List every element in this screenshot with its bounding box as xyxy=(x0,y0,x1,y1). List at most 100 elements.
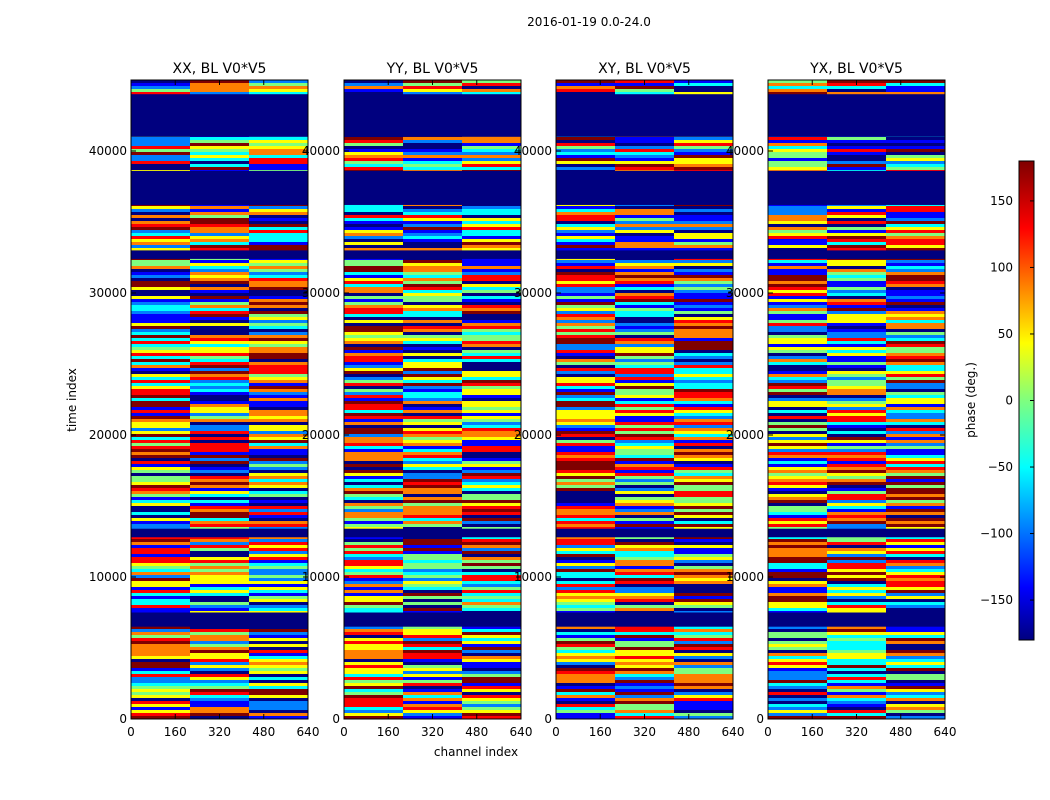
heatmap-cell xyxy=(827,467,887,471)
heatmap-cell xyxy=(556,524,616,528)
heatmap-cell xyxy=(249,155,309,159)
heatmap-cell xyxy=(462,161,522,165)
heatmap-cell xyxy=(462,467,522,471)
heatmap-cell xyxy=(827,659,887,663)
heatmap-cell xyxy=(403,626,463,630)
heatmap-cell xyxy=(249,551,309,555)
heatmap-cell xyxy=(556,707,616,711)
heatmap-cell xyxy=(768,440,828,444)
heatmap-cell xyxy=(674,455,734,459)
heatmap-cell xyxy=(886,626,946,630)
heatmap-cell xyxy=(190,644,250,648)
heatmap-cell xyxy=(249,452,309,456)
heatmap-cell xyxy=(131,629,191,633)
heatmap-cell xyxy=(556,89,616,93)
heatmap-cell xyxy=(886,683,946,687)
heatmap-cell xyxy=(886,590,946,594)
heatmap-cell xyxy=(886,494,946,498)
heatmap-cell xyxy=(886,155,946,159)
flagged-band xyxy=(556,250,733,259)
heatmap-cell xyxy=(615,710,675,714)
heatmap-cell xyxy=(462,389,522,393)
heatmap-cell xyxy=(886,503,946,507)
heatmap-cell xyxy=(190,161,250,165)
heatmap-cell xyxy=(556,365,616,369)
heatmap-cell xyxy=(556,242,616,246)
panel-xy: XY, BL V0*V50 160 320 480 640010000200003000… xyxy=(514,61,745,739)
heatmap-cell xyxy=(462,86,522,90)
heatmap-cell xyxy=(886,374,946,378)
heatmap-cell xyxy=(403,701,463,705)
heatmap-cell xyxy=(403,272,463,276)
heatmap-cell xyxy=(886,329,946,333)
heatmap-cell xyxy=(556,497,616,501)
heatmap-cell xyxy=(131,140,191,144)
heatmap-cell xyxy=(249,368,309,372)
heatmap-cell xyxy=(615,347,675,351)
heatmap-cell xyxy=(556,581,616,585)
heatmap-cell xyxy=(827,527,887,531)
heatmap-cell xyxy=(403,593,463,597)
heatmap-cell xyxy=(768,425,828,429)
heatmap-cell xyxy=(403,599,463,603)
heatmap-cell xyxy=(462,143,522,147)
heatmap-cell xyxy=(674,299,734,303)
heatmap-cell xyxy=(190,272,250,276)
heatmap-cell xyxy=(674,512,734,516)
heatmap-cell xyxy=(190,647,250,651)
heatmap-cell xyxy=(615,593,675,597)
heatmap-cell xyxy=(827,275,887,279)
heatmap-cell xyxy=(190,311,250,315)
heatmap-cell xyxy=(190,557,250,561)
heatmap-cell xyxy=(886,488,946,492)
heatmap-cell xyxy=(344,236,404,240)
heatmap-cell xyxy=(886,401,946,405)
heatmap-cell xyxy=(615,608,675,612)
heatmap-cell xyxy=(190,245,250,249)
heatmap-cell xyxy=(344,341,404,345)
heatmap-cell xyxy=(556,671,616,675)
heatmap-cell xyxy=(249,275,309,279)
heatmap-cell xyxy=(674,605,734,609)
heatmap-cell xyxy=(674,323,734,327)
heatmap-cell xyxy=(886,680,946,684)
heatmap-cell xyxy=(344,302,404,306)
heatmap-cell xyxy=(768,701,828,705)
heatmap-cell xyxy=(768,152,828,156)
colorbar-tick-label: 0 xyxy=(1005,394,1013,408)
heatmap-cell xyxy=(886,335,946,339)
heatmap-cell xyxy=(131,299,191,303)
heatmap-cell xyxy=(190,488,250,492)
heatmap-cell xyxy=(886,632,946,636)
heatmap-cell xyxy=(615,152,675,156)
heatmap-cell xyxy=(190,479,250,483)
heatmap-cell xyxy=(403,464,463,468)
heatmap-cell xyxy=(615,215,675,219)
heatmap-cell xyxy=(886,596,946,600)
heatmap-cell xyxy=(344,155,404,159)
heatmap-cell xyxy=(344,398,404,402)
heatmap-cell xyxy=(190,566,250,570)
heatmap-cell xyxy=(462,338,522,342)
heatmap-cell xyxy=(615,689,675,693)
heatmap-cell xyxy=(131,323,191,327)
heatmap-cell xyxy=(131,386,191,390)
heatmap-cell xyxy=(615,581,675,585)
heatmap-cell xyxy=(344,473,404,477)
heatmap-cell xyxy=(556,233,616,237)
heatmap-cell xyxy=(403,356,463,360)
heatmap-cell xyxy=(190,284,250,288)
heatmap-cell xyxy=(249,596,309,600)
heatmap-cell xyxy=(344,494,404,498)
heatmap-cell xyxy=(768,710,828,714)
heatmap-cell xyxy=(827,431,887,435)
panel-title: XY, BL V0*V5 xyxy=(598,61,691,77)
y-tick-label: 0 xyxy=(756,712,764,726)
heatmap-cell xyxy=(827,641,887,645)
heatmap-cell xyxy=(886,404,946,408)
heatmap-cell xyxy=(827,689,887,693)
heatmap-cell xyxy=(886,500,946,504)
heatmap-cell xyxy=(249,662,309,666)
heatmap-cell xyxy=(249,590,309,594)
heatmap-cell xyxy=(827,221,887,225)
